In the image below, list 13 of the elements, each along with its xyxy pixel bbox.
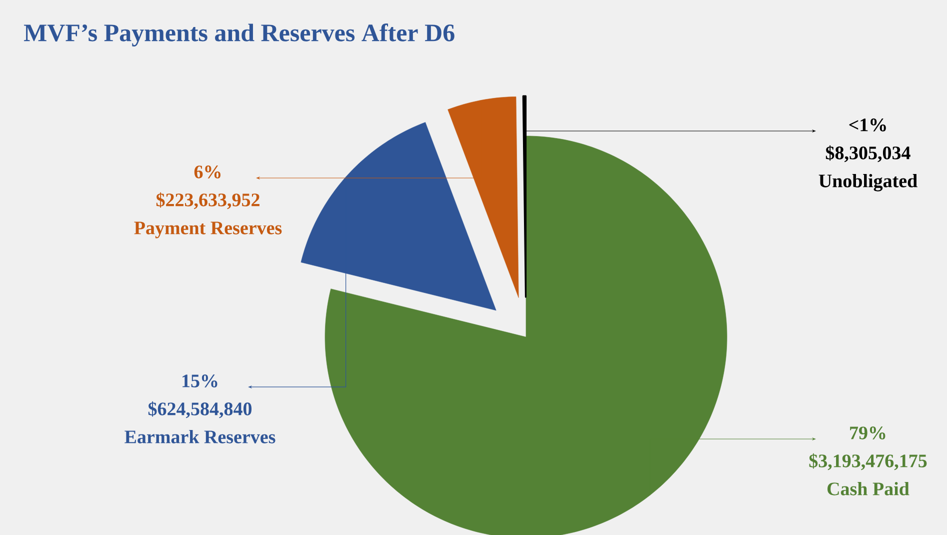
text: 15% (182, 374, 218, 388)
data-label: $624,584,840 (148, 401, 252, 418)
data-label: $3,193,476,175 (809, 453, 927, 470)
data-label: $8,305,034 (826, 145, 910, 162)
slice-label: Earmark Reserves (124, 430, 276, 444)
text: 6% (194, 166, 220, 178)
text: 79% (850, 426, 886, 440)
slice-label: Cash Paid (827, 482, 910, 496)
slice-label: Unobligated (818, 174, 918, 192)
slice-label: Payment Reserves (134, 222, 282, 238)
data-label: $223,633,952 (156, 192, 260, 210)
text: <1% (849, 118, 886, 132)
chart-title: MVF’s Payments and Reserves After D6 (24, 24, 454, 46)
